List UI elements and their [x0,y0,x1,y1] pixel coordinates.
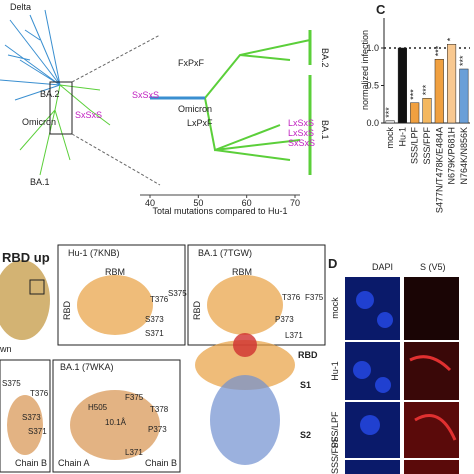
significance: *** [384,107,394,118]
x-tick-label: SSS/FPF [422,127,432,165]
clade: BA.1 [320,120,330,140]
x-tick-label: N679K/P681H [447,127,457,185]
chain: Chain B [145,458,177,468]
residue: F375 [305,293,324,302]
tick-label: 60 [242,198,252,208]
residue: F375 [125,393,144,402]
bar [385,120,395,124]
significance: *** [409,89,419,100]
x-tick-label: N764K/N856K [459,127,469,185]
bar [434,59,444,124]
x-tick-label: Hu-1 [397,127,407,147]
clade: BA.2 [320,48,330,68]
motif: SxSxS [288,138,315,148]
x-axis: 40 50 60 70 [145,195,300,208]
title: BA.1 (7TGW) [198,248,252,258]
row: Hu-1 [330,361,340,381]
column: S (V5) [420,262,446,272]
motif: SxSxS [132,90,159,100]
residue: T376 [150,295,169,304]
y-tick-label: 0.5 [366,81,379,91]
significance: *** [433,45,443,56]
row: mock [330,297,340,319]
residue: T376 [282,293,301,302]
micrographs [345,277,459,474]
legend: RBD [298,350,318,360]
title: Hu-1 (7KNB) [68,248,120,258]
motif: LxSxS [288,118,314,128]
tick-label: 70 [290,198,300,208]
significance: * [446,37,456,41]
residue: S371 [145,329,164,338]
significance: *** [458,55,468,66]
bar [422,98,432,124]
residue: S373 [145,315,164,324]
title: BA.1 (7WKA) [60,362,114,372]
tick-label: 40 [145,198,155,208]
column: DAPI [372,262,393,272]
label: RBM [105,267,125,277]
residue: L371 [285,331,303,340]
residue: L371 [125,448,143,457]
distance: 10.1Å [105,418,127,427]
label: wn [0,344,12,354]
x-tick-label: SSS/LPF [410,126,420,164]
significance: *** [421,84,431,95]
residue: S371 [28,427,47,436]
y-tick-label: 0.0 [366,118,379,128]
panel-letter: C [376,2,386,17]
chain: Chain A [58,458,90,468]
root: Omicron [178,104,212,114]
x-tick-label: S477N/T478K/E484A [434,127,444,213]
row: SSS/FPF [330,436,340,474]
y-tick-label: 1.0 [366,43,379,53]
label: RBD [192,300,202,320]
residue: S375 [2,379,21,388]
chain: Chain B [15,458,47,468]
label: RBM [232,267,252,277]
structure-art [0,244,326,473]
tree-label: BA.1 [30,177,50,187]
tree-label: Delta [10,2,31,12]
residue: T378 [150,405,169,414]
residue: P373 [275,315,294,324]
panel-letter: D [328,256,337,271]
residue: S373 [22,413,41,422]
label: RBD [62,300,72,320]
motif: LxSxS [288,128,314,138]
legend: S2 [300,430,311,440]
bar [447,44,457,124]
tree-label: Omicron [22,117,56,127]
residue: T376 [30,389,49,398]
y-label: normalized infection [360,30,370,110]
motif: FxPxF [178,58,205,68]
tick-label: 50 [193,198,203,208]
x-tick-label: mock [385,127,395,149]
bar [459,68,469,124]
residue: S375 [168,289,187,298]
x-label: Total mutations compared to Hu-1 [152,206,287,216]
motif: SxSxS [75,110,102,120]
legend: S1 [300,380,311,390]
label: RBD up [2,250,50,265]
residue: P373 [148,425,167,434]
motif: LxPxF [187,118,213,128]
bar [397,47,407,124]
tree-art [0,9,312,196]
tree-label: BA.2 [40,89,60,99]
residue: H505 [88,403,108,412]
bar [410,102,420,124]
row: SSS/LPF [330,411,340,449]
